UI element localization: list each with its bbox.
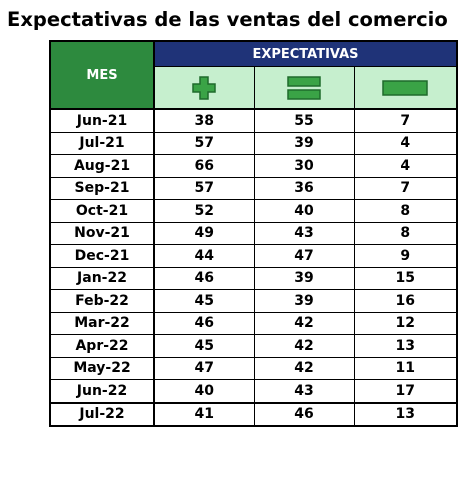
increase-column-header xyxy=(154,66,254,110)
table-row: Aug-21 66 30 4 xyxy=(50,154,457,178)
decrease-value-cell: 8 xyxy=(354,222,457,245)
table-row: Jul-21 57 39 4 xyxy=(50,132,457,155)
decrease-value-cell: 4 xyxy=(354,154,457,178)
table-row: Jun-21 38 55 7 xyxy=(50,109,457,133)
increase-value-cell: 57 xyxy=(154,132,254,155)
increase-value-cell: 45 xyxy=(154,334,254,358)
table-row: Oct-21 52 40 8 xyxy=(50,199,457,223)
same-value-cell: 42 xyxy=(253,357,355,380)
table-row: Sep-21 57 36 7 xyxy=(50,177,457,200)
month-cell: May-22 xyxy=(50,357,155,380)
increase-value-cell: 44 xyxy=(154,244,254,268)
decrease-value-cell: 15 xyxy=(354,267,457,290)
decrease-value-cell: 7 xyxy=(354,109,457,133)
same-value-cell: 46 xyxy=(253,401,355,427)
table-row: Jun-22 40 43 17 xyxy=(50,379,457,403)
plus-icon xyxy=(192,75,216,100)
month-cell: Apr-22 xyxy=(50,334,155,358)
decrease-value-cell: 8 xyxy=(354,199,457,223)
same-value-cell: 42 xyxy=(253,312,355,335)
month-cell: Oct-21 xyxy=(50,199,155,223)
same-value-cell: 36 xyxy=(253,177,355,200)
month-cell: Jul-22 xyxy=(50,401,155,427)
month-cell: Jun-21 xyxy=(50,109,155,133)
table-row: May-22 47 42 11 xyxy=(50,357,457,380)
table-row: Nov-21 49 43 8 xyxy=(50,222,457,245)
decrease-value-cell: 16 xyxy=(354,289,457,313)
increase-value-cell: 38 xyxy=(154,109,254,133)
decrease-value-cell: 11 xyxy=(354,357,457,380)
same-value-cell: 47 xyxy=(253,244,355,268)
increase-value-cell: 40 xyxy=(154,379,254,403)
same-value-cell: 43 xyxy=(253,222,355,245)
month-column-header: MES xyxy=(50,41,155,110)
decrease-value-cell: 13 xyxy=(354,334,457,358)
increase-value-cell: 41 xyxy=(154,401,254,427)
month-cell: Jan-22 xyxy=(50,267,155,290)
decrease-value-cell: 7 xyxy=(354,177,457,200)
increase-value-cell: 49 xyxy=(154,222,254,245)
decrease-value-cell: 12 xyxy=(354,312,457,335)
same-value-cell: 40 xyxy=(253,199,355,223)
same-column-header xyxy=(253,66,355,110)
equals-icon xyxy=(287,75,321,100)
same-value-cell: 42 xyxy=(253,334,355,358)
same-value-cell: 39 xyxy=(253,132,355,155)
expectations-group-header: EXPECTATIVAS xyxy=(154,41,457,67)
increase-value-cell: 47 xyxy=(154,357,254,380)
month-cell: Dec-21 xyxy=(50,244,155,268)
increase-value-cell: 45 xyxy=(154,289,254,313)
same-value-cell: 55 xyxy=(253,109,355,133)
same-value-cell: 30 xyxy=(253,154,355,178)
increase-value-cell: 57 xyxy=(154,177,254,200)
chart-title: Expectativas de las ventas del comercio xyxy=(7,8,448,31)
table-row: Jul-22 41 46 13 xyxy=(50,401,457,427)
increase-value-cell: 46 xyxy=(154,312,254,335)
month-cell: Aug-21 xyxy=(50,154,155,178)
increase-value-cell: 52 xyxy=(154,199,254,223)
month-cell: Jul-21 xyxy=(50,132,155,155)
decrease-value-cell: 9 xyxy=(354,244,457,268)
month-cell: Mar-22 xyxy=(50,312,155,335)
month-cell: Sep-21 xyxy=(50,177,155,200)
decrease-value-cell: 4 xyxy=(354,132,457,155)
table-row: Dec-21 44 47 9 xyxy=(50,244,457,268)
decrease-column-header xyxy=(354,66,457,110)
expectations-table: MES EXPECTATIVAS Jun-21 38 55 7 Jul-21 xyxy=(49,40,458,427)
minus-icon xyxy=(382,79,428,96)
increase-value-cell: 46 xyxy=(154,267,254,290)
month-cell: Feb-22 xyxy=(50,289,155,313)
table-row: Feb-22 45 39 16 xyxy=(50,289,457,313)
decrease-value-cell: 13 xyxy=(354,401,457,427)
month-cell: Nov-21 xyxy=(50,222,155,245)
increase-value-cell: 66 xyxy=(154,154,254,178)
same-value-cell: 39 xyxy=(253,267,355,290)
table-row: Jan-22 46 39 15 xyxy=(50,267,457,290)
decrease-value-cell: 17 xyxy=(354,379,457,403)
month-cell: Jun-22 xyxy=(50,379,155,403)
table-row: Mar-22 46 42 12 xyxy=(50,312,457,335)
table-row: Apr-22 45 42 13 xyxy=(50,334,457,358)
same-value-cell: 39 xyxy=(253,289,355,313)
same-value-cell: 43 xyxy=(253,379,355,403)
